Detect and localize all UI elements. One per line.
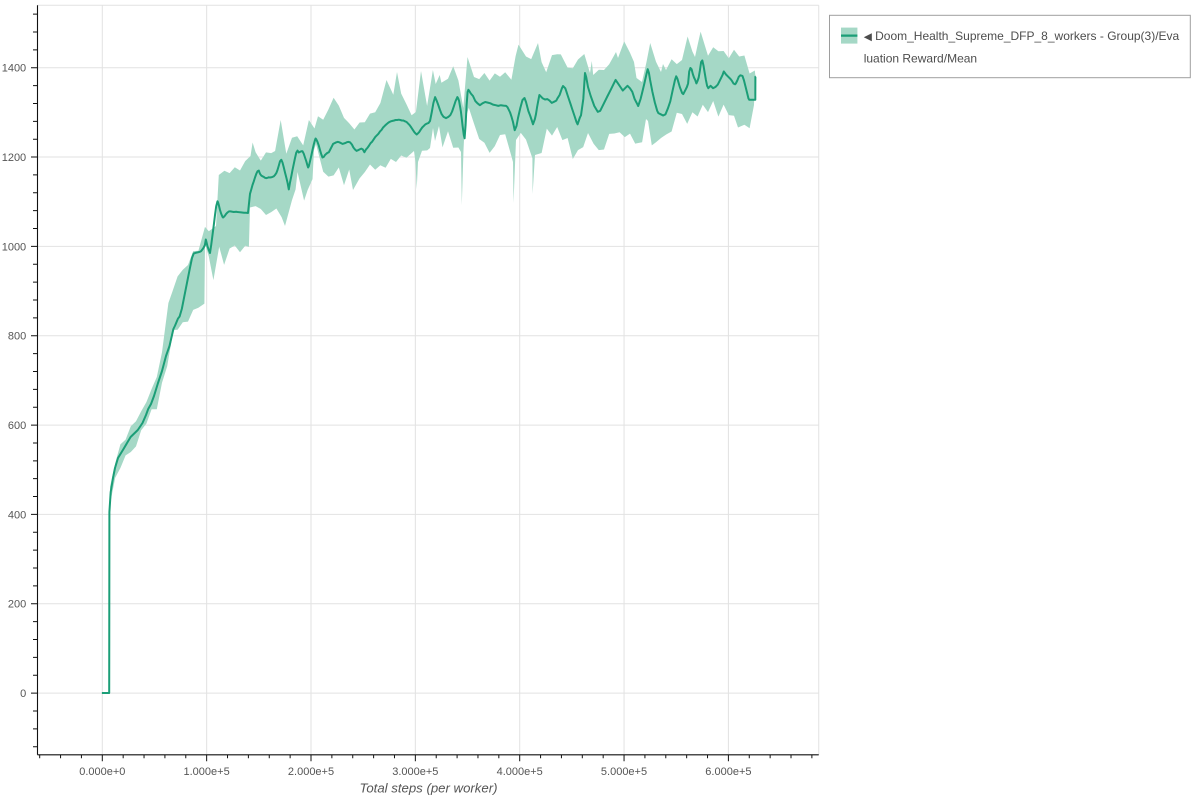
svg-text:0: 0 bbox=[20, 688, 26, 700]
svg-text:6.000e+5: 6.000e+5 bbox=[705, 766, 751, 778]
svg-text:3.000e+5: 3.000e+5 bbox=[392, 766, 438, 778]
svg-text:0.000e+0: 0.000e+0 bbox=[79, 766, 125, 778]
svg-text:400: 400 bbox=[8, 509, 26, 521]
svg-text:2.000e+5: 2.000e+5 bbox=[288, 766, 334, 778]
svg-text:Total steps (per worker): Total steps (per worker) bbox=[359, 781, 497, 796]
svg-text:200: 200 bbox=[8, 599, 26, 611]
svg-text:1000: 1000 bbox=[2, 241, 26, 253]
svg-text:1200: 1200 bbox=[2, 152, 26, 164]
svg-text:5.000e+5: 5.000e+5 bbox=[601, 766, 647, 778]
svg-text:1400: 1400 bbox=[2, 63, 26, 75]
svg-text:1.000e+5: 1.000e+5 bbox=[184, 766, 230, 778]
svg-text:600: 600 bbox=[8, 420, 26, 432]
svg-text:4.000e+5: 4.000e+5 bbox=[497, 766, 543, 778]
svg-text:800: 800 bbox=[8, 331, 26, 343]
